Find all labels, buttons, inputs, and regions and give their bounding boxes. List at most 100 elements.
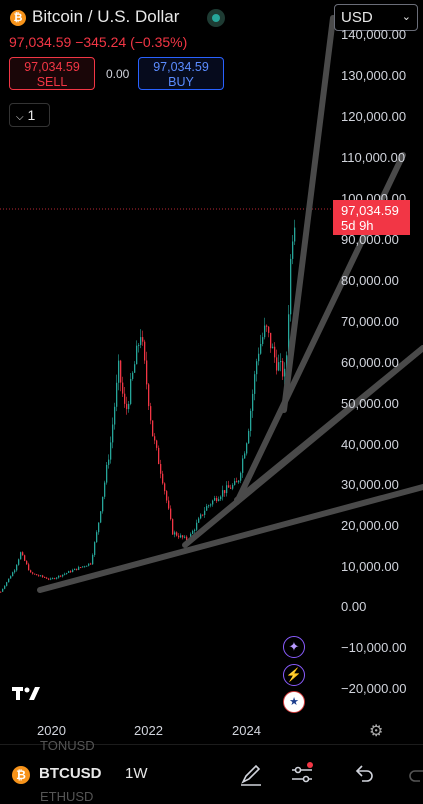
- candle-body: [34, 573, 36, 575]
- candle-body: [272, 346, 274, 349]
- symbol-title[interactable]: Bitcoin / U.S. Dollar: [32, 7, 180, 26]
- candle-body: [100, 511, 102, 523]
- candle-body: [10, 576, 12, 579]
- candle-body: [14, 570, 16, 573]
- candle-body: [258, 353, 260, 362]
- us-flag-icon[interactable]: ★: [283, 691, 305, 713]
- candle-body: [294, 227, 296, 242]
- compass-icon[interactable]: ✦: [283, 636, 305, 658]
- candle-body: [234, 481, 236, 485]
- sell-price: 97,034.59: [24, 60, 80, 74]
- y-tick: 30,000.00: [341, 477, 399, 492]
- trendline-3: [234, 345, 423, 503]
- candle-body: [12, 572, 14, 577]
- sell-button[interactable]: 97,034.59 SELL: [9, 57, 95, 90]
- price-chart[interactable]: [0, 0, 423, 744]
- timeframe-selector[interactable]: 1W: [125, 765, 148, 782]
- candle-body: [6, 582, 8, 586]
- candle-body: [88, 563, 90, 566]
- candle-body: [138, 344, 140, 346]
- candle-body: [168, 500, 170, 509]
- buy-button[interactable]: 97,034.59 BUY: [138, 57, 224, 90]
- candle-body: [248, 430, 250, 444]
- y-tick: 90,000.00: [341, 232, 399, 247]
- indicator-toggle-button[interactable]: ⌵ 1: [9, 103, 50, 127]
- candle-body: [72, 570, 74, 573]
- market-open-indicator: [207, 9, 225, 27]
- symbol-selector[interactable]: BTCUSD: [39, 765, 102, 782]
- candle-body: [268, 326, 270, 333]
- interval-count: 1: [27, 107, 36, 123]
- candle-body: [82, 566, 84, 568]
- spread-value: 0.00: [106, 67, 130, 81]
- redo-icon[interactable]: [405, 760, 423, 788]
- candle-body: [84, 566, 86, 568]
- candle-body: [74, 568, 76, 571]
- candle-body: [122, 382, 124, 394]
- price-change: −345.24 (−0.35%): [75, 34, 188, 50]
- candle-body: [150, 406, 152, 421]
- candle-body: [164, 483, 166, 492]
- bitcoin-logo: ₿: [10, 10, 26, 26]
- candle-body: [216, 497, 218, 502]
- candle-body: [196, 522, 198, 530]
- candle-body: [30, 570, 32, 573]
- candle-body: [32, 572, 34, 574]
- candle-body: [208, 505, 210, 507]
- price-tag-countdown: 5d 9h: [341, 218, 374, 233]
- sliders-icon[interactable]: [288, 760, 316, 788]
- brush-icon[interactable]: [237, 760, 265, 788]
- y-tick: 20,000.00: [341, 518, 399, 533]
- gear-icon[interactable]: ⚙: [369, 723, 384, 740]
- candle-body: [262, 337, 264, 344]
- candle-body: [134, 364, 136, 373]
- candle-body: [264, 325, 266, 338]
- tradingview-logo-icon: [12, 687, 40, 700]
- candle-body: [126, 403, 128, 410]
- lightning-icon[interactable]: ⚡: [283, 664, 305, 686]
- current-price-tag: 97,034.59 5d 9h: [333, 200, 410, 235]
- candle-body: [166, 491, 168, 501]
- candle-body: [284, 368, 286, 377]
- x-tick: 2020: [37, 723, 66, 738]
- y-tick: 60,000.00: [341, 355, 399, 370]
- candle-body: [26, 560, 28, 565]
- candle-body: [282, 361, 284, 377]
- candle-body: [254, 374, 256, 394]
- candle-body: [198, 518, 200, 523]
- candle-body: [252, 393, 254, 411]
- candle-body: [112, 424, 114, 443]
- y-tick: 140,000.00: [341, 27, 407, 42]
- candle-body: [96, 532, 98, 543]
- candle-body: [94, 542, 96, 555]
- candle-body: [92, 554, 94, 565]
- candle-body: [22, 552, 24, 556]
- candle-body: [172, 519, 174, 535]
- candle-body: [104, 482, 106, 497]
- candle-body: [178, 535, 180, 538]
- candle-body: [224, 490, 226, 494]
- candle-body: [42, 575, 44, 577]
- candle-body: [194, 529, 196, 531]
- candle-body: [58, 575, 60, 578]
- candle-body: [148, 384, 150, 407]
- candle-body: [192, 530, 194, 534]
- y-tick: 110,000.00: [341, 150, 406, 165]
- candle-body: [292, 241, 294, 259]
- currency-select[interactable]: USD ⌄: [334, 4, 418, 31]
- candle-body: [24, 555, 26, 561]
- y-tick: 50,000.00: [341, 396, 399, 411]
- last-price: 97,034.59: [9, 34, 72, 50]
- tradingview-logo[interactable]: [12, 684, 42, 707]
- candle-body: [162, 473, 164, 484]
- candle-body: [202, 514, 204, 516]
- candle-body: [18, 559, 20, 565]
- candle-body: [276, 357, 278, 371]
- undo-icon[interactable]: [349, 760, 377, 788]
- candle-body: [236, 481, 238, 483]
- candle-body: [228, 485, 230, 488]
- candle-body: [70, 571, 72, 573]
- candle-body: [62, 574, 64, 577]
- candle-body: [110, 442, 112, 460]
- candle-body: [240, 472, 242, 481]
